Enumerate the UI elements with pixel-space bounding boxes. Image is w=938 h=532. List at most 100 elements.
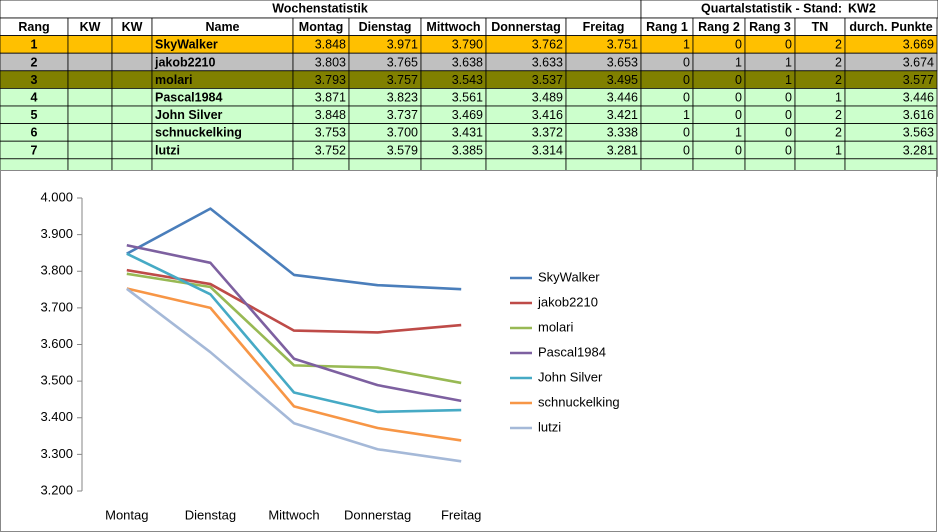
cell-text: 0 bbox=[735, 90, 742, 104]
cell-text: 3.616 bbox=[903, 108, 934, 122]
cell-text: 3.793 bbox=[315, 73, 346, 87]
cell-text: SkyWalker bbox=[155, 38, 218, 52]
cell-text: 3.314 bbox=[532, 143, 563, 157]
cell-text: 6 bbox=[31, 126, 38, 140]
cell-text: 3.674 bbox=[903, 55, 934, 69]
cell-text: 3.753 bbox=[315, 126, 346, 140]
cell-text: 0 bbox=[735, 38, 742, 52]
cell-text: 1 bbox=[683, 108, 690, 122]
quarter-week: KW2 bbox=[848, 1, 876, 15]
cell-text: 3.561 bbox=[452, 90, 483, 104]
cell-text: 3.752 bbox=[315, 143, 346, 157]
column-header: Mittwoch bbox=[426, 20, 480, 34]
cell-text: 3.757 bbox=[387, 73, 418, 87]
x-tick-label: Donnerstag bbox=[344, 507, 411, 522]
column-header: KW bbox=[80, 20, 101, 34]
column-header: Rang 1 bbox=[646, 20, 688, 34]
y-tick-label: 3.600 bbox=[40, 336, 73, 351]
column-header: durch. Punkte bbox=[849, 20, 932, 34]
cell-text: 3.765 bbox=[387, 55, 418, 69]
cell-text: 3.803 bbox=[315, 55, 346, 69]
cell-text: 3.971 bbox=[387, 38, 418, 52]
cell-text: 3.469 bbox=[452, 108, 483, 122]
cell-text: 2 bbox=[835, 108, 842, 122]
cell-text: 1 bbox=[785, 55, 792, 69]
cell-text: 0 bbox=[785, 143, 792, 157]
cell-text: lutzi bbox=[155, 143, 180, 157]
cell-text: 0 bbox=[683, 73, 690, 87]
legend-label: lutzi bbox=[538, 419, 561, 434]
series-line bbox=[126, 287, 462, 442]
cell bbox=[111, 123, 153, 142]
x-tick-label: Montag bbox=[105, 507, 148, 522]
series-line bbox=[126, 252, 462, 414]
cell-text: 3.563 bbox=[903, 126, 934, 140]
y-tick-label: 3.800 bbox=[40, 263, 73, 278]
column-header: Rang 2 bbox=[698, 20, 740, 34]
legend-label: schnuckelking bbox=[538, 394, 620, 409]
column-header: Freitag bbox=[583, 20, 625, 34]
y-tick-label: 3.700 bbox=[40, 299, 73, 314]
series-line bbox=[126, 243, 462, 403]
y-tick-label: 3.900 bbox=[40, 226, 73, 241]
column-header: Rang 3 bbox=[749, 20, 791, 34]
cell bbox=[111, 140, 153, 160]
cell bbox=[67, 35, 113, 54]
cell-text: 0 bbox=[735, 143, 742, 157]
cell-text: 0 bbox=[683, 143, 690, 157]
y-tick-label: 4.000 bbox=[40, 189, 73, 204]
cell-text: 0 bbox=[785, 108, 792, 122]
cell-text: 5 bbox=[31, 108, 38, 122]
cell-text: 3.338 bbox=[607, 126, 638, 140]
series-line bbox=[126, 287, 462, 463]
cell-text: 2 bbox=[835, 126, 842, 140]
cell-text: schnuckelking bbox=[155, 126, 242, 140]
cell bbox=[67, 70, 113, 89]
cell-text: 2 bbox=[835, 38, 842, 52]
cell-text: 3.446 bbox=[607, 90, 638, 104]
y-tick-label: 3.300 bbox=[40, 446, 73, 461]
y-tick-label: 3.500 bbox=[40, 373, 73, 388]
cell-text: 3.762 bbox=[532, 38, 563, 52]
cell-text: 1 bbox=[31, 38, 38, 52]
series-line bbox=[126, 207, 462, 291]
cell-text: 3.823 bbox=[387, 90, 418, 104]
cell-text: 0 bbox=[785, 90, 792, 104]
cell-text: 3.848 bbox=[315, 108, 346, 122]
cell-text: 3.489 bbox=[532, 90, 563, 104]
cell-text: 3.638 bbox=[452, 55, 483, 69]
y-tick-label: 3.400 bbox=[40, 409, 73, 424]
cell bbox=[67, 140, 113, 160]
cell-text: 0 bbox=[683, 90, 690, 104]
cell-text: 2 bbox=[835, 73, 842, 87]
cell-text: 0 bbox=[735, 73, 742, 87]
cell-text: 1 bbox=[735, 126, 742, 140]
cell-text: 0 bbox=[683, 126, 690, 140]
cell-text: 1 bbox=[735, 55, 742, 69]
cell-text: 3.281 bbox=[607, 143, 638, 157]
cell-text: 3.737 bbox=[387, 108, 418, 122]
cell-text: 3.700 bbox=[387, 126, 418, 140]
cell-text: 3.495 bbox=[607, 73, 638, 87]
cell-text: 3.372 bbox=[532, 126, 563, 140]
cell-text: 3.669 bbox=[903, 38, 934, 52]
column-header: Name bbox=[205, 20, 239, 34]
cell-text: 3.633 bbox=[532, 55, 563, 69]
cell bbox=[67, 105, 113, 125]
cell-text: 3.385 bbox=[452, 143, 483, 157]
cell bbox=[111, 70, 153, 89]
cell-text: 3.446 bbox=[903, 90, 934, 104]
cell-text: 2 bbox=[31, 55, 38, 69]
cell-text: molari bbox=[155, 73, 193, 87]
cell-text: 1 bbox=[835, 90, 842, 104]
cell bbox=[67, 123, 113, 142]
quarter-label: Quartalstatistik - Stand: bbox=[701, 1, 842, 15]
cell-text: John Silver bbox=[155, 108, 223, 122]
cell-text: 1 bbox=[785, 73, 792, 87]
cell-text: jakob2210 bbox=[154, 55, 216, 69]
x-tick-label: Freitag bbox=[441, 507, 481, 522]
cell-text: 0 bbox=[785, 38, 792, 52]
cell-text: 0 bbox=[735, 108, 742, 122]
